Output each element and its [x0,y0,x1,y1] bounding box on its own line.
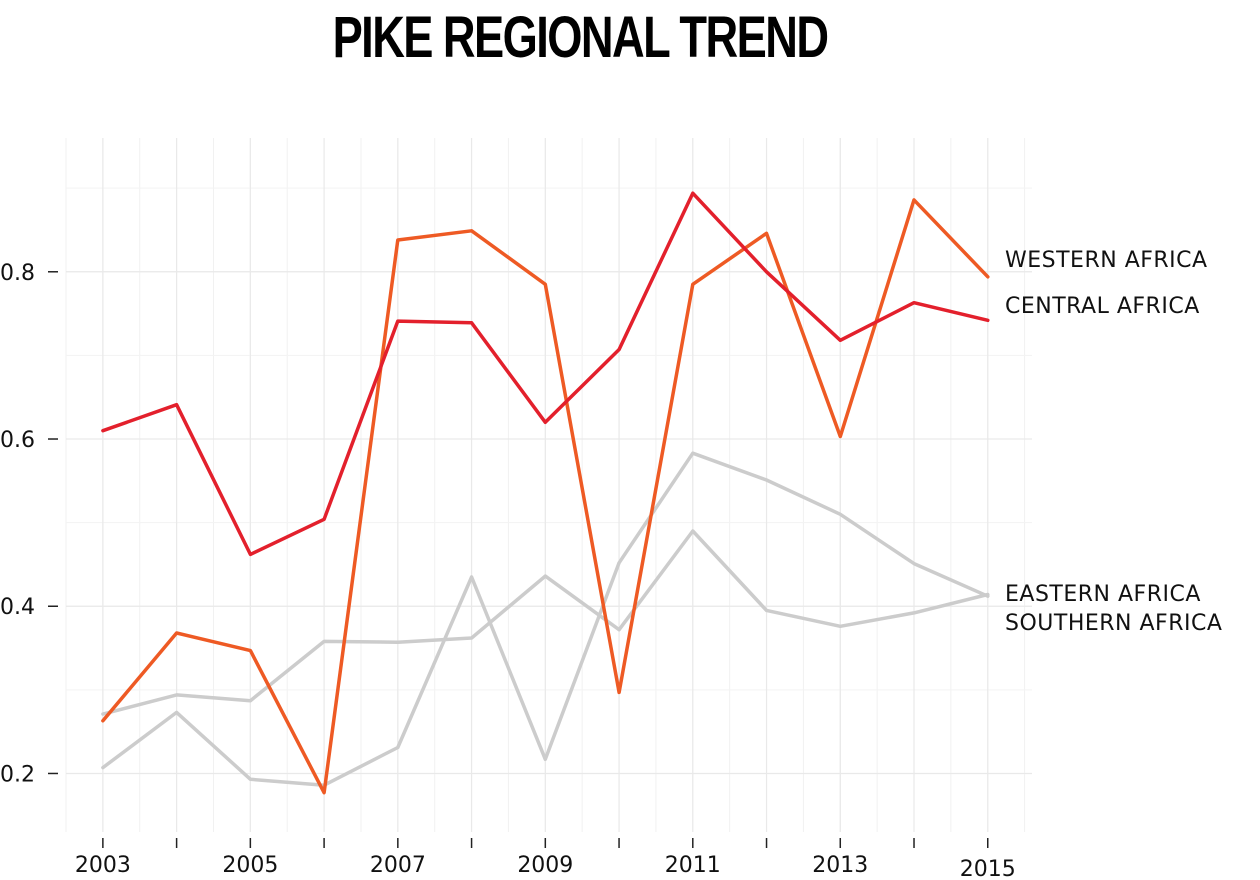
x-tick-label: 2011 [665,853,721,878]
series-label: EASTERN AFRICA [1005,582,1201,607]
x-tick-label: 2003 [75,853,131,878]
y-tick-label: 0.6 [0,428,35,453]
x-tick-label: 2005 [222,853,278,878]
x-tick-label: 2009 [517,853,573,878]
series-label: CENTRAL AFRICA [1005,294,1200,319]
series-label: WESTERN AFRICA [1005,248,1208,273]
y-tick-label: 0.4 [0,595,35,620]
y-tick-label: 0.8 [0,261,35,286]
y-tick-label: 0.2 [0,762,35,787]
chart-title: PIKE REGIONAL TREND [332,5,829,70]
series-label: SOUTHERN AFRICA [1005,611,1222,636]
x-tick-label: 2013 [812,853,868,878]
series-line-central-africa [101,191,990,557]
series-line-western-africa [101,198,990,795]
x-tick-label: 2007 [370,853,426,878]
series-line-eastern-africa [101,529,990,716]
x-tick-label: 2015 [960,857,1016,880]
series-line-southern-africa [101,451,990,787]
